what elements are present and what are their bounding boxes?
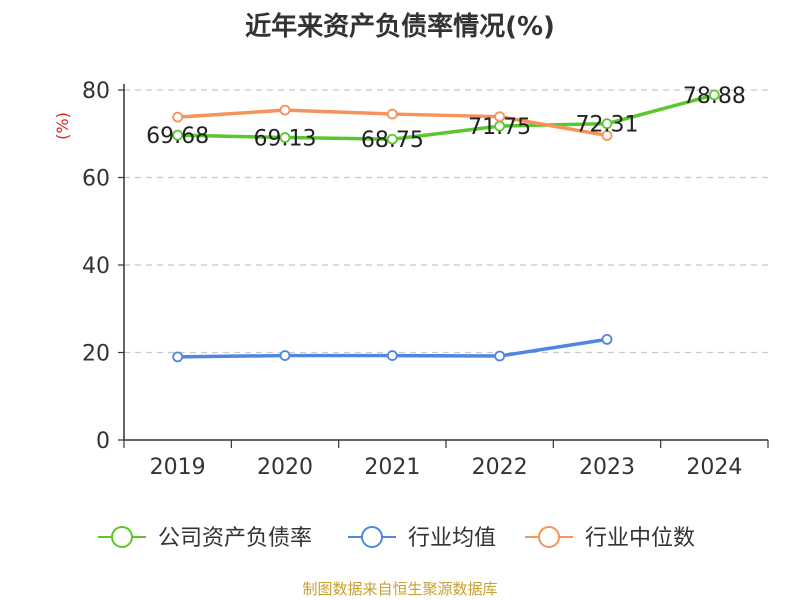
- series-3-point: [386, 108, 398, 120]
- data-label: 78.88: [683, 84, 746, 109]
- series-1-point: [386, 133, 398, 145]
- series-1-point: [601, 118, 613, 130]
- x-tick-label: 2019: [150, 455, 206, 480]
- legend-marker-3: [538, 526, 560, 548]
- legend-marker-1: [111, 526, 133, 548]
- series-2-point: [386, 350, 398, 361]
- series-3-point: [601, 130, 613, 141]
- series-2-point: [494, 350, 506, 362]
- x-tick-label: 2022: [472, 455, 528, 480]
- series-3-point: [279, 104, 291, 116]
- series-line-1: [175, 93, 717, 141]
- y-tick-label: 80: [82, 79, 110, 104]
- series-1-point: [279, 132, 291, 143]
- x-tick-label: 2023: [579, 455, 635, 480]
- series-1-point: [708, 89, 720, 101]
- x-tick-label: 2021: [364, 455, 420, 480]
- legend-label-3: 行业中位数: [585, 526, 695, 551]
- y-tick-label: 0: [96, 429, 110, 454]
- data-label: 72.31: [576, 113, 639, 138]
- x-tick-label: 2020: [257, 455, 313, 480]
- chart-title: 近年来资产负债率情况(%): [245, 12, 555, 42]
- y-tick-label: 40: [82, 254, 110, 279]
- series-3-point: [172, 111, 184, 123]
- series-2-point: [172, 351, 184, 363]
- data-label: 69.68: [146, 124, 209, 149]
- series-1-point: [172, 129, 184, 141]
- x-tick-label: 2024: [686, 455, 742, 480]
- y-tick-label: 20: [82, 342, 110, 367]
- series-2-point: [601, 333, 613, 345]
- data-source-note: 制图数据来自恒生聚源数据库: [302, 580, 498, 598]
- series-2-point: [279, 350, 291, 361]
- series-3-point: [494, 111, 506, 123]
- legend-marker-2: [361, 526, 383, 548]
- y-axis-unit-label: (%): [53, 112, 72, 140]
- data-label: 71.75: [468, 115, 531, 140]
- legend-label-2: 行业均值: [408, 526, 496, 551]
- y-tick-label: 60: [82, 167, 110, 192]
- legend-label-1: 公司资产负债率: [158, 526, 312, 551]
- data-label: 69.13: [254, 127, 317, 152]
- data-label: 68.75: [361, 128, 424, 153]
